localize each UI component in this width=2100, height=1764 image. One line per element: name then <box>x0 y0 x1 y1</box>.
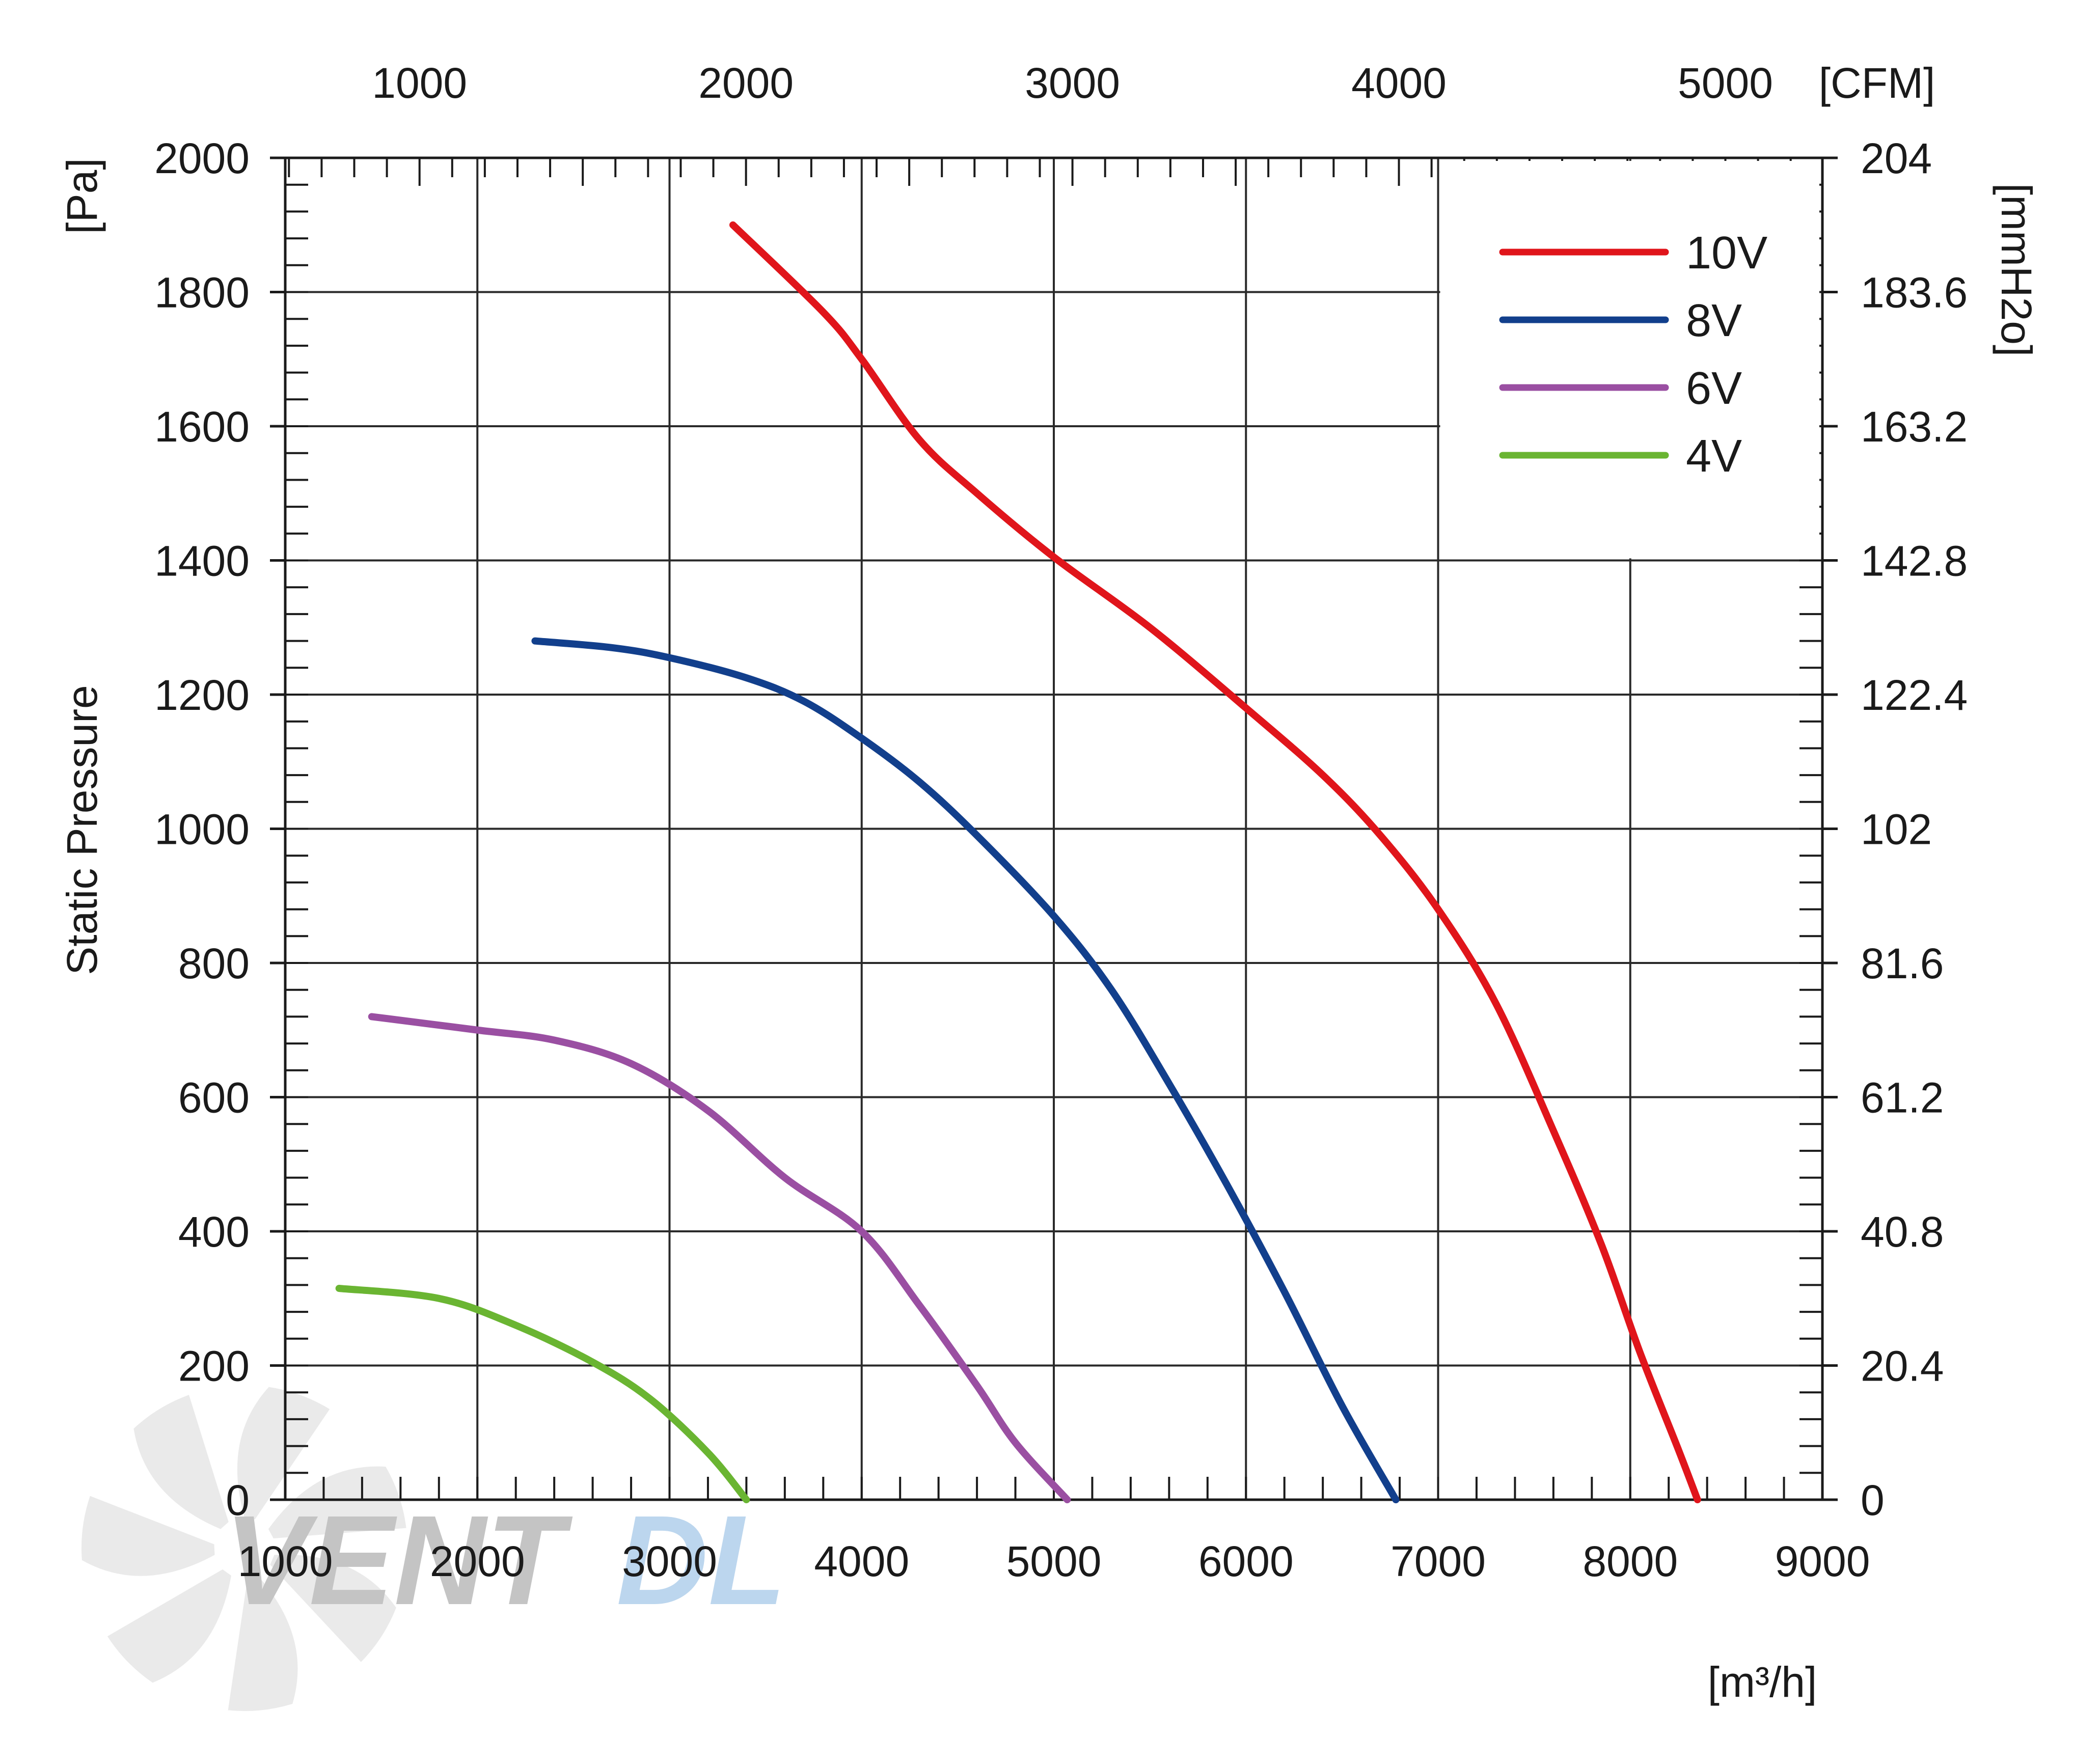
x2-tick-label: 5000 <box>1678 59 1773 107</box>
y-tick-label: 1200 <box>154 671 250 719</box>
x2-tick-label: 4000 <box>1351 59 1447 107</box>
x-tick-label: 3000 <box>622 1537 717 1585</box>
x-axis-unit: [m³/h] <box>1708 1658 1817 1706</box>
y-tick-label: 200 <box>178 1342 250 1390</box>
watermark-fan-blade <box>81 1496 215 1576</box>
y2-tick-label: 142.8 <box>1861 537 1968 585</box>
legend-label-4V: 4V <box>1686 431 1742 482</box>
y-axis-title: Static Pressure <box>58 685 106 975</box>
x-tick-label: 8000 <box>1583 1537 1678 1585</box>
series-line-6V <box>368 1013 1071 1503</box>
x2-tick-label: 1000 <box>372 59 467 107</box>
series-line-10V <box>729 221 1701 1503</box>
x-tick-label: 7000 <box>1390 1537 1486 1585</box>
watermark-fan-blade <box>268 1466 406 1538</box>
legend: 10V 8V 6V 4V <box>1499 228 1767 482</box>
y-tick-label: 0 <box>226 1476 250 1524</box>
y2-tick-label: 61.2 <box>1861 1074 1944 1122</box>
watermark-fan-hub <box>216 1520 272 1576</box>
series-line-4V <box>335 1284 750 1503</box>
watermark-fan-blade <box>270 1554 396 1662</box>
y-axis-unit: [Pa] <box>58 158 106 234</box>
x-tick-label: 1000 <box>238 1537 333 1585</box>
y2-tick-label: 102 <box>1861 806 1932 853</box>
y2-tick-label: 0 <box>1861 1476 1885 1524</box>
y2-tick-labels: 0 20.4 40.8 61.2 81.6 102 122.4 142.8 163.2 183.6… <box>1861 134 1968 1524</box>
watermark-text-light: DL <box>616 1489 786 1631</box>
y2-tick-label: 163.2 <box>1861 403 1968 451</box>
x-tick-labels: 1000 2000 3000 4000 5000 6000 7000 8000 9000 <box>238 1537 1870 1585</box>
y2-axis-unit: [mmH2o] <box>1993 183 2040 357</box>
y-tick-label: 800 <box>178 940 250 987</box>
y-tick-label: 1600 <box>154 403 250 451</box>
plot-frame <box>284 156 1824 1501</box>
legend-label-10V: 10V <box>1686 228 1767 279</box>
legend-box <box>1440 161 1819 559</box>
x-tick-label: 6000 <box>1198 1537 1294 1585</box>
series-lines <box>335 221 1701 1503</box>
x2-tick-label: 2000 <box>698 59 794 107</box>
y-tick-label: 1400 <box>154 537 250 585</box>
x-tick-label: 4000 <box>814 1537 909 1585</box>
x-tick-label: 5000 <box>1006 1537 1102 1585</box>
y-tick-label: 600 <box>178 1074 250 1122</box>
y2-tick-label: 183.6 <box>1861 269 1968 317</box>
watermark-fan-blade <box>107 1569 231 1683</box>
legend-label-8V: 8V <box>1686 295 1742 346</box>
watermark-text-dark: VENT <box>224 1489 573 1631</box>
y-tick-label: 1800 <box>154 269 250 317</box>
y-tick-labels: 0 200 400 600 800 1000 1200 1400 1600 1800 2000 <box>154 134 250 1524</box>
y2-tick-label: 40.8 <box>1861 1208 1944 1256</box>
y-tick-label: 1000 <box>154 806 250 853</box>
y2-tick-label: 122.4 <box>1861 671 1968 719</box>
y-tick-label: 2000 <box>154 134 250 182</box>
y-tick-label: 400 <box>178 1208 250 1256</box>
x2-axis-unit: [CFM] <box>1819 59 1935 107</box>
series-line-8V <box>531 637 1400 1503</box>
x2-tick-labels: 1000 2000 3000 4000 5000 <box>372 59 1773 107</box>
watermark-fan-blade <box>133 1395 229 1529</box>
legend-label-6V: 6V <box>1686 363 1742 414</box>
y2-tick-label: 81.6 <box>1861 940 1944 987</box>
watermark-fan-blade <box>228 1576 298 1712</box>
watermark-logo <box>81 1387 406 1712</box>
y2-tick-label: 20.4 <box>1861 1342 1944 1390</box>
y2-tick-label: 204 <box>1861 134 1932 182</box>
x-tick-label: 2000 <box>430 1537 525 1585</box>
x-tick-label: 9000 <box>1775 1537 1870 1585</box>
x2-tick-label: 3000 <box>1025 59 1120 107</box>
